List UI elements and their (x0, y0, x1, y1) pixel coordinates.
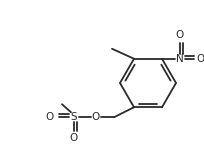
Text: O: O (91, 112, 100, 122)
Text: O: O (175, 30, 183, 40)
Text: S: S (70, 112, 77, 122)
Text: O: O (70, 133, 78, 143)
Text: O: O (46, 112, 54, 122)
Text: N: N (175, 54, 183, 64)
Text: O: O (196, 54, 204, 64)
